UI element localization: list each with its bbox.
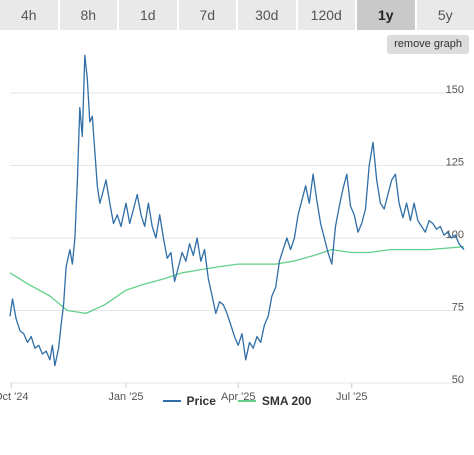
series-line-price: [9, 54, 465, 367]
tab-5y[interactable]: 5y: [416, 0, 474, 30]
chart-legend: Price SMA 200: [0, 392, 474, 410]
x-tick-label-3: Jul '25: [336, 391, 367, 403]
y-tick-label-50: 50: [452, 374, 464, 386]
legend-label-sma-200: SMA 200: [261, 394, 312, 408]
tab-1d[interactable]: 1d: [119, 0, 179, 30]
y-tick-label-150: 150: [446, 84, 464, 96]
tab-1y[interactable]: 1y: [357, 0, 417, 30]
y-tick-label-125: 125: [446, 157, 464, 169]
chart-series: [9, 54, 465, 367]
tab-7d[interactable]: 7d: [178, 0, 238, 30]
tab-4h[interactable]: 4h: [0, 0, 60, 30]
y-tick-label-75: 75: [452, 302, 464, 314]
chart-gridlines: [10, 92, 464, 384]
tab-30d[interactable]: 30d: [238, 0, 298, 30]
legend-item-price[interactable]: Price: [162, 394, 216, 408]
remove-graph-button[interactable]: remove graph: [387, 35, 469, 54]
series-line-sma-200: [9, 246, 465, 315]
legend-label-price: Price: [186, 394, 216, 408]
tab-120d[interactable]: 120d: [297, 0, 357, 30]
timeframe-tab-bar: 4h 8h 1d 7d 30d 120d 1y 5y: [0, 0, 474, 30]
x-tick-label-1: Jan '25: [108, 391, 143, 403]
tab-8h[interactable]: 8h: [59, 0, 119, 30]
legend-swatch-price: [162, 400, 181, 402]
legend-swatch-sma-200: [237, 400, 256, 402]
x-tick-label-0: Oct '24: [0, 391, 29, 403]
legend-item-sma-200[interactable]: SMA 200: [237, 394, 312, 408]
